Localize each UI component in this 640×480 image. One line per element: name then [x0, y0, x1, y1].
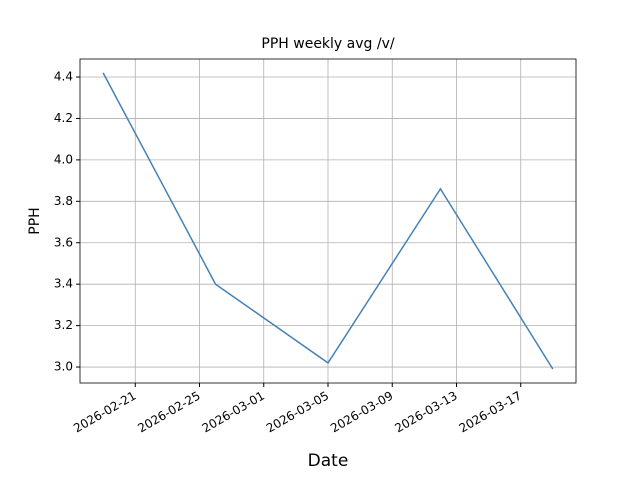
y-tick-label: 4.4 [54, 70, 73, 84]
y-tick-label: 3.8 [54, 194, 73, 208]
data-line [102, 72, 554, 370]
y-tick-label: 3.4 [54, 277, 73, 291]
chart-title: PPH weekly avg /v/ [261, 36, 394, 52]
y-tick-label: 3.2 [54, 318, 73, 332]
y-axis-label: PPH [27, 207, 43, 234]
y-tick-label: 3.0 [54, 360, 73, 374]
y-tick-label: 4.0 [54, 152, 73, 166]
plot-frame [79, 58, 577, 384]
y-tick-label: 3.6 [54, 235, 73, 249]
y-tick-label: 4.2 [54, 111, 73, 125]
x-axis-label: Date [308, 451, 349, 471]
